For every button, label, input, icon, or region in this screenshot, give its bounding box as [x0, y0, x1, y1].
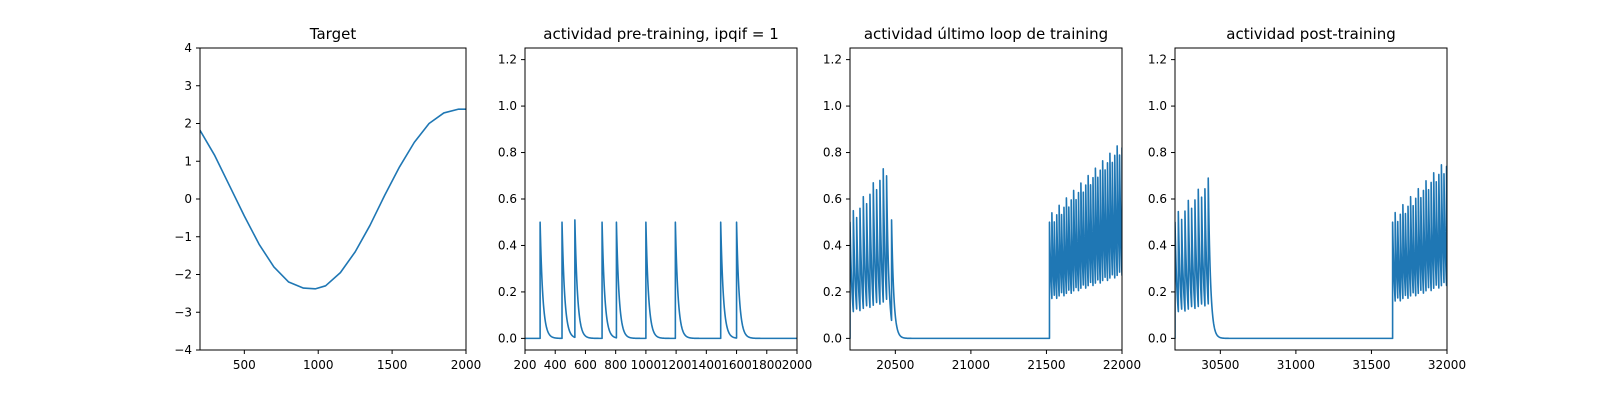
- x-tick-label: 400: [544, 358, 567, 372]
- series-line: [850, 145, 1122, 340]
- y-tick-label: 0.6: [1148, 192, 1167, 206]
- chart-title: actividad post-training: [1226, 25, 1395, 43]
- y-tick-label: −3: [174, 305, 192, 319]
- y-tick-label: 0.6: [823, 192, 842, 206]
- x-tick-label: 31000: [1277, 358, 1315, 372]
- plot-frame: [199, 47, 467, 351]
- x-tick-label: 200: [514, 358, 537, 372]
- x-tick-label: 1500: [377, 358, 408, 372]
- y-tick-label: 1.0: [498, 99, 517, 113]
- x-tick-label: 2000: [451, 358, 482, 372]
- y-tick-label: 0.2: [823, 285, 842, 299]
- y-tick-label: 0.8: [498, 146, 517, 160]
- y-tick-label: 0.4: [1148, 238, 1167, 252]
- x-tick-label: 31500: [1352, 358, 1390, 372]
- y-tick-label: 2: [184, 117, 192, 131]
- chart-panel-2: actividad pre-training, ipqif = 1 200 400 6…: [498, 25, 812, 372]
- x-tick-label: 1800: [752, 358, 783, 372]
- y-tick-label: 1.2: [498, 53, 517, 67]
- series-line: [1175, 164, 1447, 340]
- plot-frame: [1174, 47, 1448, 351]
- chart-panel-3: actividad último loop de training 20500 21…: [823, 25, 1141, 372]
- x-tick-label: 21000: [952, 358, 990, 372]
- y-tick-label: 0.0: [1148, 331, 1167, 345]
- y-tick-label: 0.4: [823, 238, 842, 252]
- y-tick-label: 0.2: [1148, 285, 1167, 299]
- y-tick-label: 0.0: [498, 331, 517, 345]
- y-tick-label: 0.6: [498, 192, 517, 206]
- y-tick-label: 0.2: [498, 285, 517, 299]
- x-tick-label: 500: [233, 358, 256, 372]
- y-tick-label: 3: [184, 79, 192, 93]
- y-tick-label: 1.0: [1148, 99, 1167, 113]
- y-tick-label: 1.2: [1148, 53, 1167, 67]
- x-tick-label: 1200: [661, 358, 692, 372]
- x-tick-label: 20500: [876, 358, 914, 372]
- x-tick-label: 21500: [1027, 358, 1065, 372]
- y-tick-label: 4: [184, 41, 192, 55]
- x-tick-label: 30500: [1201, 358, 1239, 372]
- chart-panel-4: actividad post-training 30500 31000 31500 32…: [1148, 25, 1466, 372]
- y-tick-label: 0.0: [823, 331, 842, 345]
- chart-title: actividad último loop de training: [864, 25, 1108, 43]
- x-tick-label: 1000: [303, 358, 334, 372]
- y-tick-label: −4: [174, 343, 192, 357]
- x-tick-label: 800: [604, 358, 627, 372]
- x-tick-label: 32000: [1428, 358, 1466, 372]
- x-tick-label: 600: [574, 358, 597, 372]
- x-tick-label: 2000: [782, 358, 813, 372]
- y-tick-label: 0: [184, 192, 192, 206]
- y-tick-label: −1: [174, 230, 192, 244]
- y-tick-label: 0.8: [1148, 146, 1167, 160]
- x-tick-label: 1600: [721, 358, 752, 372]
- y-tick-label: 0.8: [823, 146, 842, 160]
- y-tick-label: 1: [184, 154, 192, 168]
- series-line: [200, 108, 466, 290]
- y-tick-label: 0.4: [498, 238, 517, 252]
- y-tick-label: 1.0: [823, 99, 842, 113]
- x-tick-label: 22000: [1103, 358, 1141, 372]
- x-tick-label: 1400: [691, 358, 722, 372]
- x-tick-label: 1000: [631, 358, 662, 372]
- chart-panel-1: Target 500 1000 1500 2000 −4 −3 −2 −1 0 1 2 3 4: [174, 25, 481, 372]
- chart-title: Target: [309, 25, 357, 43]
- y-tick-label: −2: [174, 268, 192, 282]
- series-line: [525, 219, 797, 340]
- chart-title: actividad pre-training, ipqif = 1: [543, 25, 779, 43]
- y-tick-label: 1.2: [823, 53, 842, 67]
